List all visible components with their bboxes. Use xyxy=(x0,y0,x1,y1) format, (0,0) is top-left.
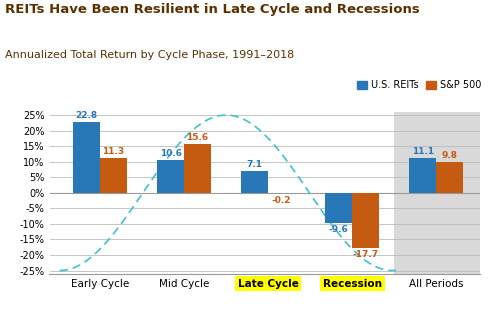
Text: Annualized Total Return by Cycle Phase, 1991–2018: Annualized Total Return by Cycle Phase, … xyxy=(5,50,294,60)
Bar xyxy=(352,193,379,248)
Bar xyxy=(184,144,211,193)
Text: -17.7: -17.7 xyxy=(353,250,379,259)
Text: 10.6: 10.6 xyxy=(159,149,182,158)
Text: 11.1: 11.1 xyxy=(412,147,434,156)
Bar xyxy=(437,162,463,193)
Text: 9.8: 9.8 xyxy=(442,151,458,160)
Legend: U.S. REITs, S&P 500: U.S. REITs, S&P 500 xyxy=(353,77,485,94)
Bar xyxy=(325,193,352,223)
Bar xyxy=(395,112,480,274)
Text: 15.6: 15.6 xyxy=(187,133,208,142)
Text: -9.6: -9.6 xyxy=(329,225,348,234)
Bar xyxy=(73,122,100,193)
Text: 11.3: 11.3 xyxy=(102,146,124,156)
Text: -0.2: -0.2 xyxy=(272,196,292,205)
Bar xyxy=(409,158,437,193)
Bar xyxy=(241,171,268,193)
Text: REITs Have Been Resilient in Late Cycle and Recessions: REITs Have Been Resilient in Late Cycle … xyxy=(5,3,420,16)
Text: 22.8: 22.8 xyxy=(75,111,98,120)
Bar xyxy=(157,160,184,193)
Bar xyxy=(100,158,127,193)
Text: 7.1: 7.1 xyxy=(247,160,263,169)
